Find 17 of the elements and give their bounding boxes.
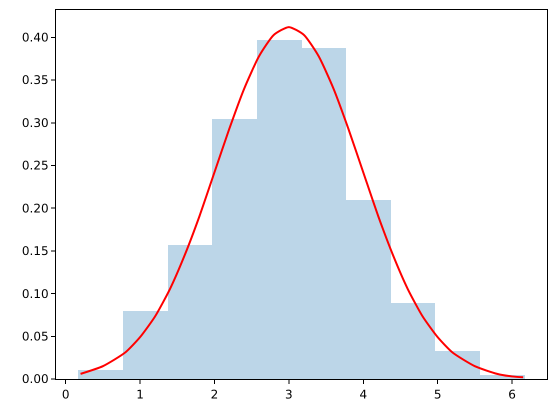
- y-tick-label: 0.05: [22, 329, 49, 344]
- y-tick-label: 0.00: [22, 372, 49, 386]
- y-tick-label: 0.10: [22, 286, 49, 301]
- y-tick-label: 0.30: [22, 116, 49, 130]
- x-tick-label: 3: [285, 387, 293, 402]
- x-tick-label: 1: [136, 387, 144, 402]
- y-tick-label: 0.35: [22, 73, 49, 88]
- y-tick-label: 0.20: [22, 201, 49, 216]
- y-tick-label: 0.40: [22, 30, 49, 45]
- x-tick-label: 0: [62, 387, 70, 402]
- y-tick-label: 0.15: [22, 244, 49, 258]
- x-tick-label: 6: [508, 387, 516, 402]
- x-tick-label: 2: [210, 387, 218, 402]
- y-tick-label: 0.25: [22, 158, 49, 173]
- x-tick-label: 5: [434, 387, 442, 402]
- line-series: [80, 26, 524, 378]
- x-tick-label: 4: [359, 387, 368, 402]
